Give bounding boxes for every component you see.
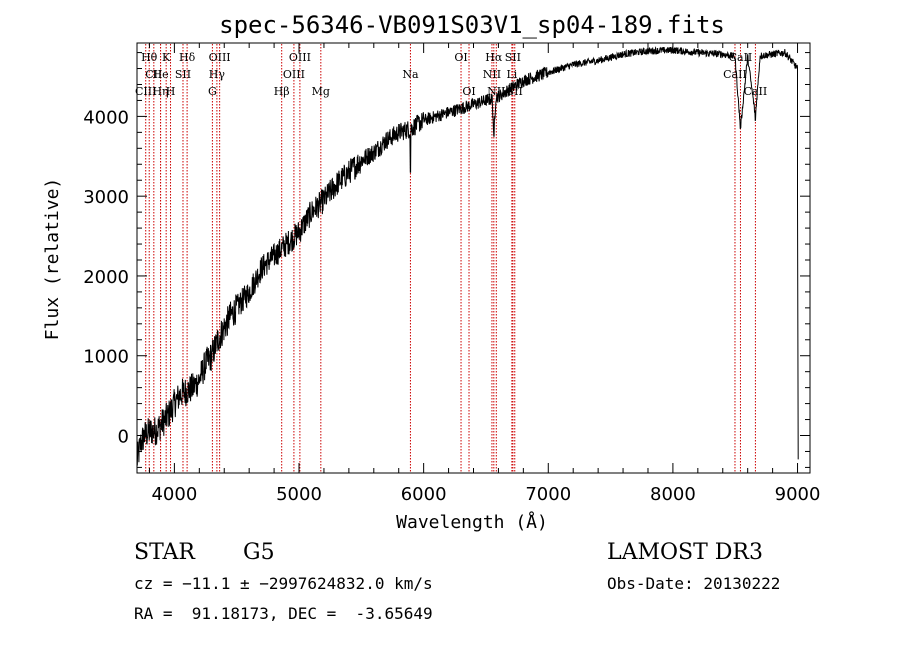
line-label: Na: [402, 68, 419, 81]
coordinates-readout: RA = 91.18173, DEC = -3.65649: [134, 604, 433, 623]
object-class: STAR: [134, 540, 195, 565]
line-label: Hη: [152, 85, 168, 98]
line-label: OI: [454, 51, 467, 64]
x-tick-label: 6000: [401, 484, 447, 505]
line-label: He: [153, 68, 169, 81]
chart-title: spec-56346-VB091S03V1_sp04-189.fits: [219, 11, 725, 39]
x-tick-label: 7000: [525, 484, 571, 505]
line-label: CaII: [744, 85, 768, 98]
line-markers: [145, 44, 756, 472]
x-tick-label: 9000: [775, 484, 821, 505]
line-label: OIII: [209, 51, 231, 64]
x-axis-ticks: 4000 5000 6000 7000 8000 9000: [148, 43, 821, 505]
x-axis-label: Wavelength (Å): [396, 511, 548, 533]
line-label: OI: [462, 85, 475, 98]
y-tick-label: 3000: [83, 187, 129, 208]
x-tick-label: 4000: [151, 484, 197, 505]
line-label: Hδ: [179, 51, 196, 64]
obs-date: Obs-Date: 20130222: [607, 574, 781, 593]
plot-frame: [136, 42, 811, 474]
y-tick-label: 2000: [83, 267, 129, 288]
line-label: Hθ: [141, 51, 158, 64]
line-label: CaII: [723, 68, 747, 81]
line-label: Hα: [485, 51, 503, 64]
x-tick-label: 8000: [650, 484, 696, 505]
line-label: OIII: [283, 68, 305, 81]
line-label: H: [166, 85, 176, 98]
line-label: SII: [175, 68, 191, 81]
y-axis-label: Flux (relative): [42, 178, 63, 341]
line-label: CII: [145, 68, 162, 81]
x-tick-label: 5000: [276, 484, 322, 505]
line-label: G: [208, 85, 217, 98]
redshift-readout: cz = −11.1 ± −2997624832.0 km/s: [134, 574, 433, 593]
y-tick-label: 0: [118, 427, 129, 448]
line-labels: Hθ CII CIII K He Hη Hδ SII H OIII Hγ G Hβ OIII OIII Mg N…: [135, 51, 767, 98]
line-label: Hβ: [274, 85, 290, 98]
line-label: NII: [483, 68, 501, 81]
line-label: OIII: [289, 51, 311, 64]
line-label: CIII: [135, 85, 156, 98]
spectrum-chart: spec-56346-VB091S03V1_sp04-189.fits Hθ CI…: [42, 11, 821, 533]
y-tick-label: 1000: [83, 347, 129, 368]
object-subclass: G5: [243, 540, 275, 565]
line-label: SII: [505, 51, 521, 64]
y-tick-label: 4000: [83, 107, 129, 128]
line-label: CaII: [729, 51, 753, 64]
y-axis-ticks: 0 1000 2000 3000 4000: [83, 52, 810, 468]
spectrum-series: [136, 46, 799, 466]
line-label: Li: [506, 68, 517, 81]
survey-name: LAMOST DR3: [607, 540, 763, 565]
line-label: Mg: [312, 85, 330, 98]
line-label: Hγ: [209, 68, 226, 81]
line-label: K: [162, 51, 171, 64]
